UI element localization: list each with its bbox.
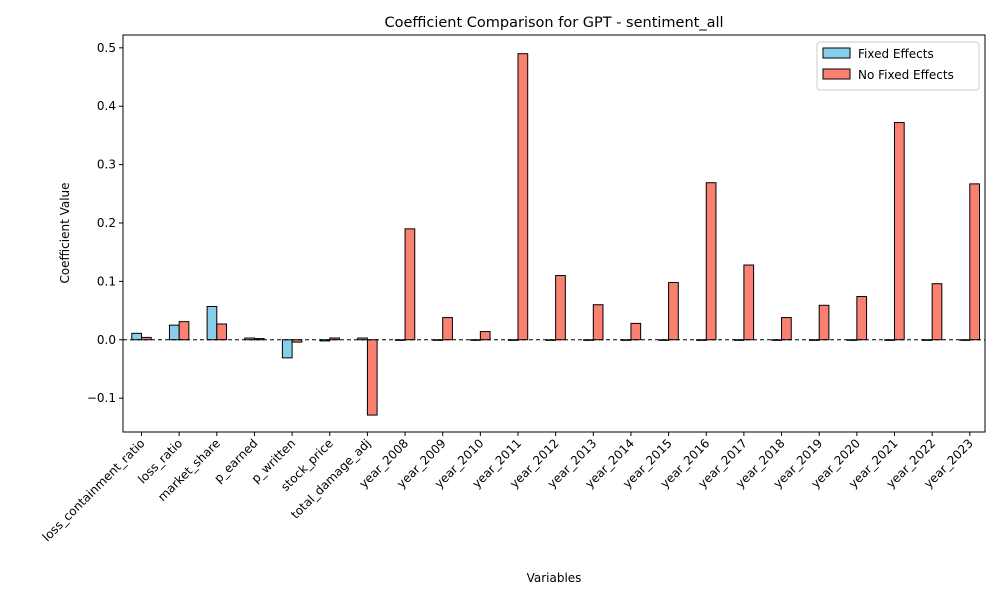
bar-no-fixed-effects-loss_ratio (178, 321, 190, 341)
y-tick-label: 0.3 (97, 158, 116, 172)
bar-no-fixed-effects-year_2023 (969, 183, 980, 341)
bar-no-fixed-effects-market_share (216, 323, 228, 341)
y-tick-label: 0.5 (97, 41, 116, 55)
y-axis: −0.1 0.0 0.1 0.2 0.3 0.4 0.5 (87, 41, 123, 405)
legend-swatch (822, 68, 851, 80)
bar-no-fixed-effects-total_damage_adj (366, 339, 378, 416)
bar-no-fixed-effects-p_written (291, 339, 303, 343)
x-axis-label: Variables (527, 571, 582, 585)
y-axis-label: Coefficient Value (58, 182, 72, 283)
bar-fixed-effects-market_share (206, 305, 218, 341)
bars-group (131, 53, 980, 416)
bar-no-fixed-effects-year_2013 (592, 304, 604, 341)
bar-no-fixed-effects-year_2015 (668, 282, 679, 341)
legend-label: No Fixed Effects (858, 68, 954, 82)
bar-fixed-effects-loss_ratio (168, 324, 180, 341)
y-tick-label: 0.4 (97, 99, 116, 113)
y-tick-label: 0.1 (97, 274, 116, 288)
bar-no-fixed-effects-year_2008 (404, 228, 416, 341)
bar-no-fixed-effects-year_2019 (818, 304, 830, 341)
bar-no-fixed-effects-year_2009 (442, 317, 453, 341)
bar-no-fixed-effects-year_2016 (705, 182, 717, 341)
legend-label: Fixed Effects (858, 47, 934, 61)
x-axis: loss_containment_ratioloss_ratiomarket_s… (40, 432, 976, 544)
chart-title: Coefficient Comparison for GPT - sentime… (384, 15, 723, 31)
bar-no-fixed-effects-year_2021 (894, 122, 905, 341)
bar-no-fixed-effects-year_2022 (931, 283, 943, 341)
y-tick-label: 0.0 (97, 333, 116, 347)
y-tick-label: −0.1 (87, 391, 116, 405)
bar-no-fixed-effects-year_2011 (517, 53, 529, 341)
bar-fixed-effects-p_written (281, 339, 293, 359)
y-tick-label: 0.2 (97, 216, 116, 230)
bar-no-fixed-effects-year_2012 (555, 275, 566, 341)
x-tick-label: loss_containment_ratio (40, 436, 148, 544)
bar-no-fixed-effects-year_2020 (856, 296, 868, 341)
bar-no-fixed-effects-year_2014 (630, 322, 642, 341)
legend-box (816, 41, 980, 91)
bar-fixed-effects-stock_price (319, 339, 331, 342)
bar-no-fixed-effects-year_2017 (743, 264, 755, 341)
legend: Fixed Effects No Fixed Effects (816, 41, 980, 91)
plot-area-frame (122, 34, 986, 433)
legend-swatch (822, 47, 851, 59)
bar-fixed-effects-loss_containment_ratio (131, 332, 143, 341)
bar-no-fixed-effects-year_2010 (479, 331, 491, 341)
bar-no-fixed-effects-year_2018 (781, 317, 792, 341)
